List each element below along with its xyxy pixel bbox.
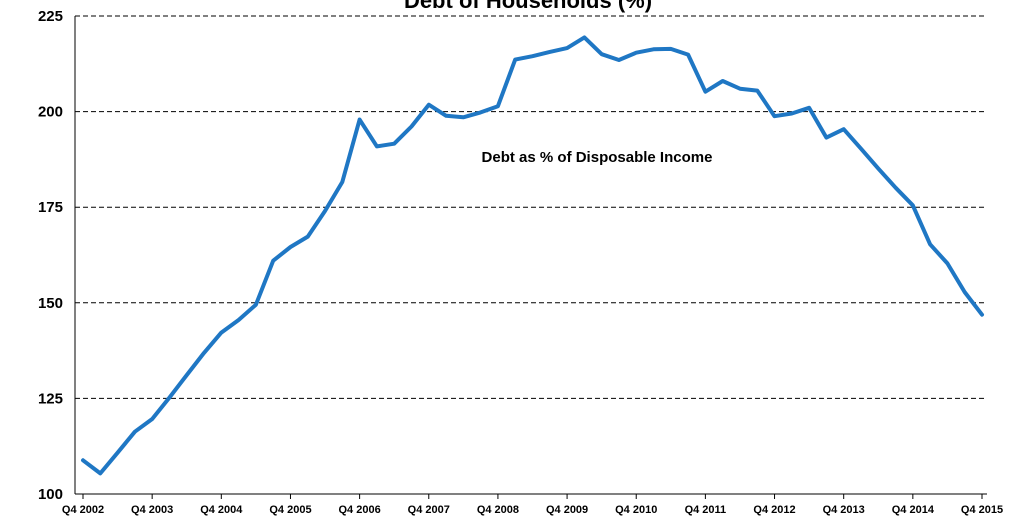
x-tick-label: Q4 2011	[685, 504, 727, 516]
x-tick-label: Q4 2006	[339, 504, 381, 516]
x-tick-label: Q4 2002	[62, 504, 104, 516]
chart-title: Debt of Households (%)	[404, 0, 652, 13]
x-tick-label: Q4 2003	[131, 504, 173, 516]
y-tick-label: 100	[38, 486, 63, 503]
y-tick-label: 200	[38, 104, 63, 121]
x-tick-label: Q4 2007	[408, 504, 450, 516]
x-tick-label: Q4 2010	[615, 504, 657, 516]
x-tick-label: Q4 2005	[269, 504, 311, 516]
y-tick-label: 175	[38, 199, 63, 216]
axes	[74, 16, 987, 495]
y-axis-ticks: 100 125 150 175 200 225	[38, 8, 63, 503]
x-tick-label: Q4 2012	[753, 504, 795, 516]
x-tick-label: Q4 2013	[823, 504, 865, 516]
x-tick-label: Q4 2014	[892, 504, 935, 516]
x-tick-label: Q4 2004	[200, 504, 243, 516]
y-tick-label: 150	[38, 295, 63, 312]
x-tick-label: Q4 2008	[477, 504, 519, 516]
series-layer	[81, 35, 984, 476]
gridlines	[75, 15, 987, 399]
y-tick-label: 225	[38, 8, 63, 25]
chart-annotation: Debt as % of Disposable Income	[482, 149, 713, 166]
x-tick-label: Q4 2009	[546, 504, 588, 516]
debt-series-line	[81, 35, 984, 476]
x-tick-label: Q4 2015	[961, 504, 1003, 516]
x-axis-ticks: Q4 2002 Q4 2003 Q4 2004 Q4 2005 Q4 2006 Q4 20…	[62, 494, 1003, 516]
y-tick-label: 125	[38, 390, 63, 407]
